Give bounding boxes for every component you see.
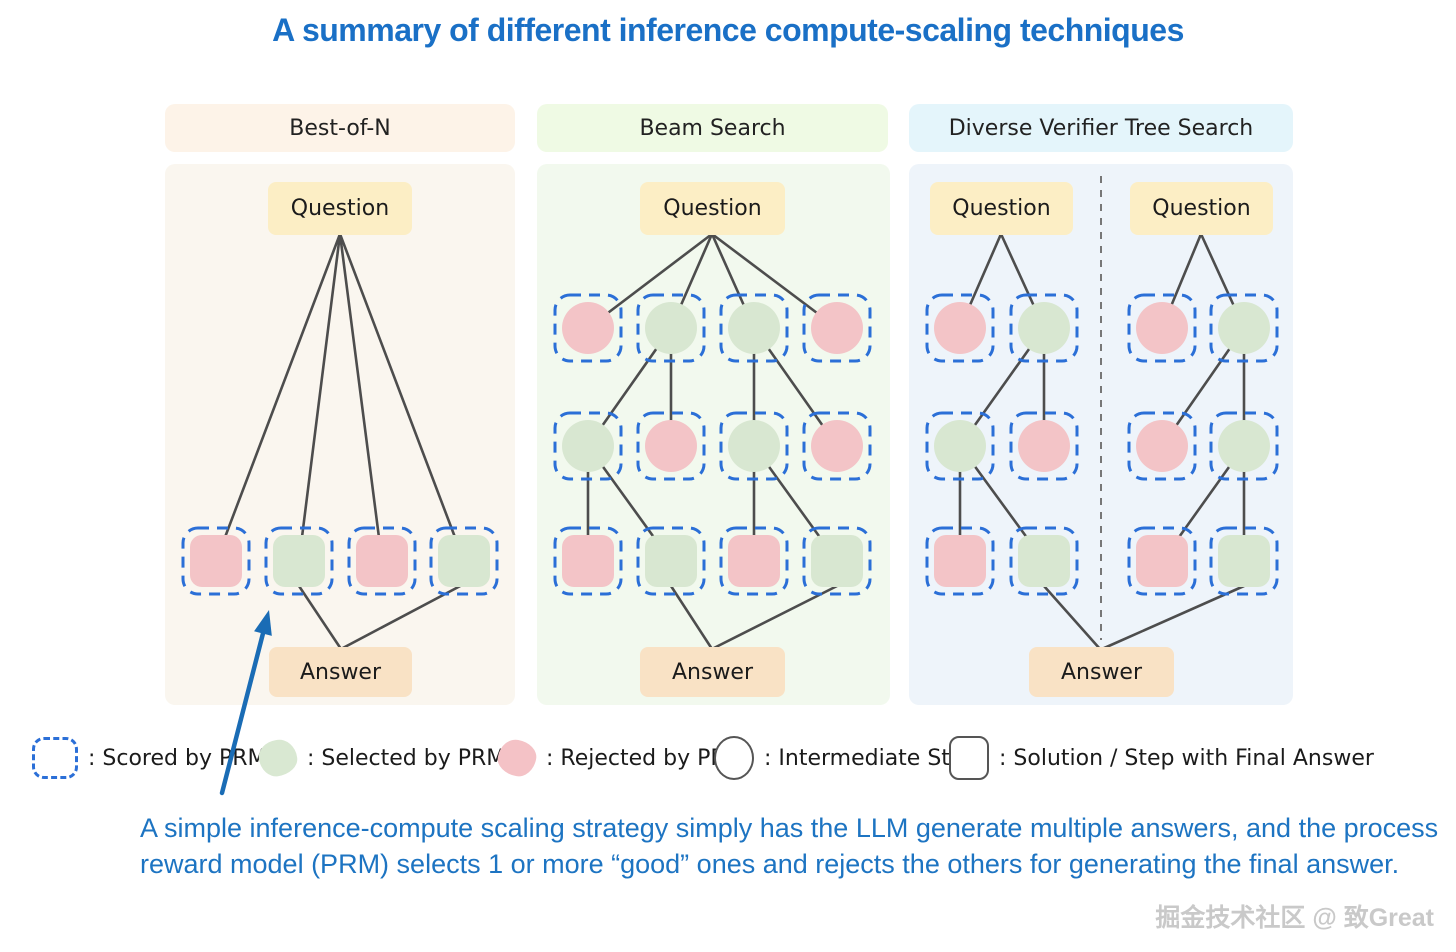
panel-header-diverse-verifier-tree-search: Diverse Verifier Tree Search xyxy=(909,104,1293,152)
rejected-final-step-node xyxy=(934,535,986,587)
rejected-intermediate-step-node xyxy=(1018,420,1070,472)
legend-label: : Selected by PRM xyxy=(307,745,506,771)
tree-edge xyxy=(297,232,342,563)
tree-edge xyxy=(214,232,342,563)
selected-by-prm-icon xyxy=(256,737,300,779)
answer-box-best-of-n: Answer xyxy=(269,647,412,697)
scored-by-prm-dashed-box xyxy=(553,526,623,596)
selected-intermediate-step-node xyxy=(728,302,780,354)
rejected-intermediate-step-node xyxy=(811,420,863,472)
panel-best-of-n xyxy=(165,164,515,705)
rejected-intermediate-step-node xyxy=(1136,420,1188,472)
caption-text: A simple inference-compute scaling strat… xyxy=(140,813,1439,879)
rejected-intermediate-step-node xyxy=(562,302,614,354)
selected-intermediate-step-node xyxy=(1218,302,1270,354)
selected-intermediate-step-node xyxy=(1018,302,1070,354)
rejected-final-step-node xyxy=(1136,535,1188,587)
rejected-intermediate-step-node xyxy=(645,420,697,472)
intermediate-step-icon xyxy=(714,736,754,780)
scored-by-prm-dashed-box xyxy=(1209,411,1279,481)
rejected-final-step-node xyxy=(356,535,408,587)
selected-final-step-node xyxy=(811,535,863,587)
scored-by-prm-dashed-box xyxy=(1127,293,1197,363)
rejected-intermediate-step-node xyxy=(811,302,863,354)
scored-by-prm-dashed-box xyxy=(1009,411,1079,481)
scored-by-prm-dashed-box xyxy=(719,293,789,363)
scored-by-prm-dashed-box xyxy=(1209,293,1279,363)
scored-by-prm-dashed-box xyxy=(719,411,789,481)
page-title: A summary of different inference compute… xyxy=(272,12,1184,48)
question-box-best-of-n: Question xyxy=(268,182,412,235)
scored-by-prm-dashed-box xyxy=(1127,526,1197,596)
selected-intermediate-step-node xyxy=(562,420,614,472)
panel-header-best-of-n: Best-of-N xyxy=(165,104,515,152)
scored-by-prm-dashed-box xyxy=(802,526,872,596)
scored-by-prm-dashed-box xyxy=(925,293,995,363)
tree-edge xyxy=(297,584,343,651)
scored-by-prm-icon xyxy=(32,737,78,779)
selected-intermediate-step-node xyxy=(934,420,986,472)
rejected-final-step-node xyxy=(728,535,780,587)
tree-edge xyxy=(338,232,384,563)
question-box-beam-search: Question xyxy=(640,182,785,235)
scored-by-prm-dashed-box xyxy=(925,526,995,596)
tree-edge xyxy=(669,584,714,651)
question-box-dvts-left: Question xyxy=(930,182,1073,235)
tree-edge xyxy=(710,584,839,651)
scored-by-prm-dashed-box xyxy=(181,526,251,596)
legend-label: : Scored by PRM xyxy=(88,745,267,771)
legend-label: : Intermediate Step xyxy=(764,745,978,771)
scored-by-prm-dashed-box xyxy=(429,526,499,596)
scored-by-prm-dashed-box xyxy=(802,411,872,481)
selected-final-step-node xyxy=(1218,535,1270,587)
selected-final-step-node xyxy=(438,535,490,587)
selected-final-step-node xyxy=(1018,535,1070,587)
scored-by-prm-dashed-box xyxy=(1127,411,1197,481)
rejected-final-step-node xyxy=(190,535,242,587)
selected-intermediate-step-node xyxy=(645,302,697,354)
rejected-intermediate-step-node xyxy=(1136,302,1188,354)
scored-by-prm-dashed-box xyxy=(925,411,995,481)
final-answer-step-icon xyxy=(949,736,989,780)
question-box-dvts-right: Question xyxy=(1130,182,1273,235)
rejected-final-step-node xyxy=(562,535,614,587)
scored-by-prm-dashed-box xyxy=(553,411,623,481)
legend-item-intermediate-step: : Intermediate Step xyxy=(714,736,977,780)
answer-box-dvts: Answer xyxy=(1029,647,1174,697)
legend-item-rejected: : Rejected by PRM xyxy=(495,736,745,780)
selected-intermediate-step-node xyxy=(728,420,780,472)
scored-by-prm-dashed-box xyxy=(347,526,417,596)
scored-by-prm-dashed-box xyxy=(553,293,623,363)
scored-by-prm-dashed-box xyxy=(802,293,872,363)
rejected-intermediate-step-node xyxy=(934,302,986,354)
tree-edge xyxy=(710,232,839,330)
tree-edge xyxy=(338,232,466,563)
legend-item-scored: : Scored by PRM xyxy=(32,736,267,780)
scored-by-prm-dashed-box xyxy=(1209,526,1279,596)
scored-by-prm-dashed-box xyxy=(636,411,706,481)
legend-item-final-answer-step: : Solution / Step with Final Answer xyxy=(949,736,1374,780)
scored-by-prm-dashed-box xyxy=(636,293,706,363)
legend-item-selected: : Selected by PRM xyxy=(256,736,506,780)
scored-by-prm-dashed-box xyxy=(1009,526,1079,596)
selected-intermediate-step-node xyxy=(1218,420,1270,472)
scored-by-prm-dashed-box xyxy=(636,526,706,596)
watermark: 掘金技术社区 @ 致Great xyxy=(1155,904,1434,932)
selected-final-step-node xyxy=(273,535,325,587)
scored-by-prm-dashed-box xyxy=(1009,293,1079,363)
rejected-by-prm-icon xyxy=(495,736,539,780)
scored-by-prm-dashed-box xyxy=(264,526,334,596)
tree-edge xyxy=(1042,584,1102,651)
scored-by-prm-dashed-box xyxy=(719,526,789,596)
panel-header-beam-search: Beam Search xyxy=(537,104,888,152)
tree-edge xyxy=(1100,584,1246,651)
legend-label: : Rejected by PRM xyxy=(546,745,745,771)
answer-box-beam-search: Answer xyxy=(640,647,785,697)
legend-label: : Solution / Step with Final Answer xyxy=(999,745,1374,771)
selected-final-step-node xyxy=(645,535,697,587)
